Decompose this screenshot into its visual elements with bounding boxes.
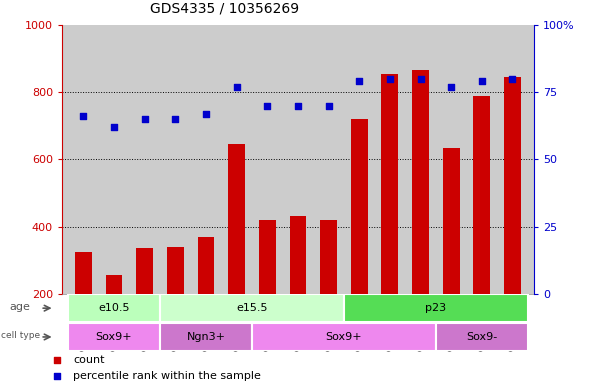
Text: GDS4335 / 10356269: GDS4335 / 10356269	[150, 2, 299, 16]
Point	[416, 76, 425, 82]
Text: Sox9-: Sox9-	[466, 332, 497, 342]
Point	[53, 358, 62, 364]
Point	[324, 103, 333, 109]
Bar	[473, 96, 490, 361]
Bar	[160, 295, 344, 322]
Bar	[290, 217, 306, 361]
Point	[385, 76, 395, 82]
Point	[78, 113, 88, 119]
Bar	[344, 295, 528, 322]
Bar	[167, 247, 183, 361]
Bar	[436, 323, 528, 351]
Bar	[504, 77, 521, 361]
Bar	[136, 248, 153, 361]
Bar	[259, 220, 276, 361]
Point	[201, 111, 211, 117]
Text: Sox9+: Sox9+	[96, 332, 132, 342]
Text: Sox9+: Sox9+	[326, 332, 362, 342]
Text: cell type: cell type	[1, 331, 40, 340]
Text: Ngn3+: Ngn3+	[186, 332, 225, 342]
Bar	[442, 147, 460, 361]
Bar	[320, 220, 337, 361]
Bar	[252, 323, 436, 351]
Point	[293, 103, 303, 109]
Bar	[68, 295, 160, 322]
Point	[171, 116, 180, 122]
Point	[508, 76, 517, 82]
Point	[447, 84, 456, 90]
Bar	[68, 323, 160, 351]
Text: e10.5: e10.5	[99, 303, 130, 313]
Bar	[160, 323, 252, 351]
Bar	[75, 252, 92, 361]
Bar	[228, 144, 245, 361]
Point	[109, 124, 119, 130]
Bar	[351, 119, 368, 361]
Text: e15.5: e15.5	[236, 303, 268, 313]
Bar	[198, 237, 214, 361]
Bar	[382, 74, 398, 361]
Bar	[106, 275, 123, 361]
Text: p23: p23	[425, 303, 447, 313]
Point	[263, 103, 272, 109]
Point	[477, 78, 487, 84]
Point	[53, 373, 62, 379]
Text: percentile rank within the sample: percentile rank within the sample	[73, 371, 261, 381]
Text: count: count	[73, 356, 104, 366]
Bar	[412, 70, 429, 361]
Point	[232, 84, 241, 90]
Point	[355, 78, 364, 84]
Text: age: age	[9, 302, 30, 312]
Point	[140, 116, 149, 122]
